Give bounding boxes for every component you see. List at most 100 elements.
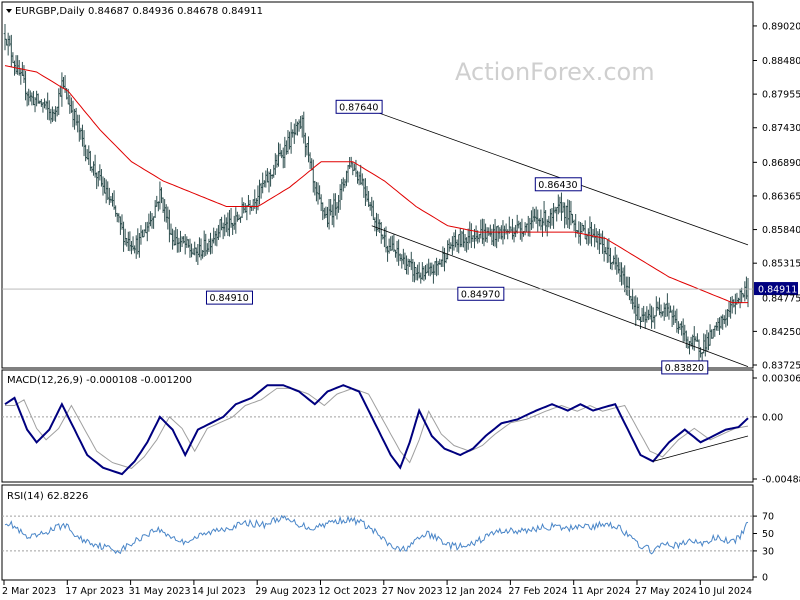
price-bar [188, 238, 192, 258]
current-price-label: 0.84911 [758, 285, 797, 296]
price-ytick-label: 0.86890 [762, 158, 800, 169]
price-bar [555, 206, 559, 222]
price-bar [108, 187, 111, 206]
price-bar [52, 109, 56, 121]
symbol-dropdown-icon[interactable] [6, 9, 12, 13]
price-bar [323, 207, 326, 219]
price-bar [599, 233, 603, 245]
price-bar [574, 213, 577, 238]
price-bar [278, 143, 282, 157]
price-bar [275, 154, 279, 168]
price-bar [566, 199, 570, 229]
price-bar [145, 221, 149, 242]
price-bar [155, 195, 159, 207]
price-bar [318, 185, 321, 200]
price-bar [666, 293, 669, 317]
price-bar [25, 91, 29, 107]
channel-lower-line [371, 225, 749, 367]
price-bar [463, 234, 467, 251]
price-bar [624, 276, 628, 296]
price-bar [349, 156, 353, 168]
price-bar [664, 303, 668, 317]
price-bar [656, 301, 660, 311]
price-bar [209, 232, 212, 255]
price-bar [71, 100, 75, 128]
price-ytick-label: 0.83725 [762, 361, 800, 372]
price-bar [534, 206, 538, 224]
price-bar [103, 177, 106, 194]
symbol-label: EURGBP,Daily [15, 6, 85, 17]
price-bar [324, 206, 328, 219]
price-bar [688, 341, 691, 355]
price-bar [400, 254, 404, 269]
price-bar [533, 208, 536, 222]
price-bar [642, 305, 645, 322]
price-ytick-label: 0.88480 [762, 56, 800, 67]
price-bar [3, 24, 7, 51]
price-bar [707, 332, 710, 351]
price-bar [489, 224, 492, 237]
watermark: ActionForex.com [455, 58, 655, 86]
rsi-ytick-label: 0 [762, 573, 768, 584]
price-bar [367, 190, 370, 207]
price-panel [1, 1, 754, 369]
price-bar [428, 262, 432, 277]
price-bar [477, 234, 481, 243]
price-bar [617, 257, 620, 274]
price-bar [199, 238, 203, 261]
price-bar [406, 258, 410, 275]
price-bar [177, 237, 181, 253]
price-bar [504, 223, 508, 235]
price-bar [452, 232, 456, 251]
x-tick-label: 2 Mar 2023 [2, 586, 56, 597]
price-bar [237, 214, 241, 221]
price-bar [621, 267, 625, 285]
price-bar [149, 211, 152, 227]
price-bar [572, 219, 576, 232]
price-bar [637, 303, 641, 321]
price-bar [549, 208, 552, 229]
price-bar [158, 181, 162, 210]
price-bar [680, 321, 683, 336]
price-bar [683, 324, 687, 342]
price-ytick-label: 0.85315 [762, 259, 800, 270]
price-bar [670, 309, 674, 328]
rsi-ytick-label: 30 [762, 546, 774, 557]
price-bar [84, 144, 87, 162]
price-bar [340, 178, 344, 201]
price-bar [470, 223, 473, 248]
price-bar [447, 238, 451, 252]
price-bar [234, 207, 238, 234]
price-bar [511, 218, 514, 240]
price-bar [718, 317, 721, 335]
price-bar [552, 203, 555, 229]
price-bar [655, 296, 658, 317]
price-bar [632, 296, 636, 314]
price-bar [160, 187, 163, 204]
price-bar [446, 240, 449, 260]
price-bar [81, 124, 84, 147]
price-bar [436, 260, 440, 276]
price-bar [612, 255, 615, 265]
x-tick-label: 12 Jan 2024 [445, 586, 502, 597]
price-bar [49, 108, 53, 124]
price-bar [602, 236, 606, 262]
price-bar [74, 107, 78, 126]
price-bar [443, 247, 446, 272]
x-tick-label: 11 Apr 2024 [572, 586, 631, 597]
price-bar [283, 136, 287, 168]
price-bar [291, 129, 295, 138]
price-bar [496, 225, 500, 242]
price-bar [229, 208, 233, 228]
x-tick-label: 27 May 2024 [635, 586, 697, 597]
rsi-line [4, 514, 749, 555]
price-bar [239, 216, 242, 223]
price-bar [346, 165, 350, 183]
price-bar [223, 214, 227, 237]
price-bar [525, 223, 528, 233]
price-bar [353, 163, 356, 171]
current-price-badge [754, 282, 798, 296]
price-bar [650, 305, 653, 329]
price-bar [411, 258, 415, 282]
price-bar [150, 212, 154, 229]
